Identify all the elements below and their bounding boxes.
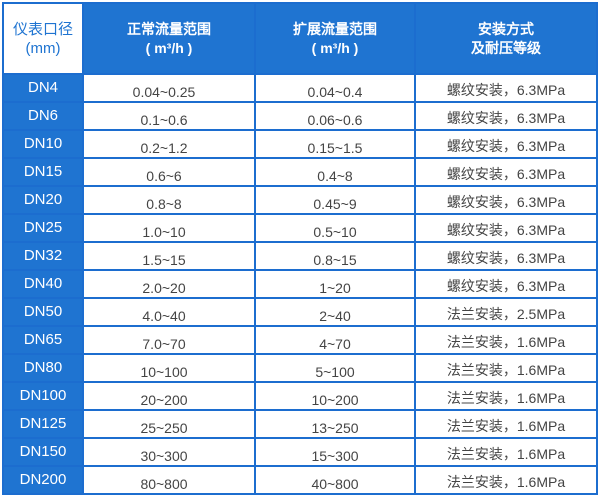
table-row: DN15 0.6~6 0.4~8 螺纹安装，6.3MPa	[4, 159, 596, 185]
extended-flow-cell: 15~300	[256, 439, 414, 465]
header-row: 仪表口径 (mm) 正常流量范围 ( m³/h ) 扩展流量范围 ( m³/h ) 安…	[4, 4, 596, 73]
header-normal-line1: 正常流量范围	[127, 20, 211, 37]
size-cell: DN100	[4, 383, 82, 409]
table-row: DN40 2.0~20 1~20 螺纹安装，6.3MPa	[4, 271, 596, 297]
table-row: DN65 7.0~70 4~70 法兰安装，1.6MPa	[4, 327, 596, 353]
header-install-line1: 安装方式	[478, 20, 534, 37]
install-cell: 螺纹安装，6.3MPa	[416, 159, 596, 185]
normal-flow-cell: 30~300	[84, 439, 254, 465]
normal-flow-cell: 0.8~8	[84, 187, 254, 213]
table-row: DN6 0.1~0.6 0.06~0.6 螺纹安装，6.3MPa	[4, 103, 596, 129]
normal-flow-cell: 4.0~40	[84, 299, 254, 325]
install-cell: 螺纹安装，6.3MPa	[416, 215, 596, 241]
install-cell: 法兰安装，1.6MPa	[416, 467, 596, 493]
install-cell: 螺纹安装，6.3MPa	[416, 271, 596, 297]
size-cell: DN125	[4, 411, 82, 437]
table-row: DN32 1.5~15 0.8~15 螺纹安装，6.3MPa	[4, 243, 596, 269]
size-cell: DN4	[4, 75, 82, 101]
header-size-line1: 仪表口径	[12, 20, 73, 38]
install-cell: 法兰安装，1.6MPa	[416, 355, 596, 381]
extended-flow-cell: 0.4~8	[256, 159, 414, 185]
table-row: DN50 4.0~40 2~40 法兰安装，2.5MPa	[4, 299, 596, 325]
extended-flow-cell: 0.15~1.5	[256, 131, 414, 157]
size-cell: DN200	[4, 467, 82, 493]
normal-flow-cell: 25~250	[84, 411, 254, 437]
extended-flow-cell: 0.06~0.6	[256, 103, 414, 129]
normal-flow-cell: 0.04~0.25	[84, 75, 254, 101]
normal-flow-cell: 10~100	[84, 355, 254, 381]
install-cell: 法兰安装，2.5MPa	[416, 299, 596, 325]
size-cell: DN25	[4, 215, 82, 241]
extended-flow-cell: 13~250	[256, 411, 414, 437]
extended-flow-cell: 0.04~0.4	[256, 75, 414, 101]
normal-flow-cell: 2.0~20	[84, 271, 254, 297]
normal-flow-cell: 1.5~15	[84, 243, 254, 269]
install-cell: 法兰安装，1.6MPa	[416, 439, 596, 465]
header-extended-line2: ( m³/h )	[311, 39, 359, 56]
size-cell: DN15	[4, 159, 82, 185]
header-size-line2: (mm)	[25, 39, 61, 57]
extended-flow-cell: 1~20	[256, 271, 414, 297]
install-cell: 法兰安装，1.6MPa	[416, 411, 596, 437]
size-cell: DN32	[4, 243, 82, 269]
table-row: DN200 80~800 40~800 法兰安装，1.6MPa	[4, 467, 596, 493]
install-cell: 螺纹安装，6.3MPa	[416, 75, 596, 101]
header-size: 仪表口径 (mm)	[4, 4, 82, 73]
extended-flow-cell: 0.5~10	[256, 215, 414, 241]
install-cell: 法兰安装，1.6MPa	[416, 383, 596, 409]
install-cell: 法兰安装，1.6MPa	[416, 327, 596, 353]
install-cell: 螺纹安装，6.3MPa	[416, 243, 596, 269]
size-cell: DN80	[4, 355, 82, 381]
extended-flow-cell: 0.8~15	[256, 243, 414, 269]
size-cell: DN40	[4, 271, 82, 297]
size-cell: DN6	[4, 103, 82, 129]
table-row: DN4 0.04~0.25 0.04~0.4 螺纹安装，6.3MPa	[4, 75, 596, 101]
header-install-line2: 及耐压等级	[471, 39, 541, 56]
normal-flow-cell: 0.1~0.6	[84, 103, 254, 129]
size-cell: DN50	[4, 299, 82, 325]
install-cell: 螺纹安装，6.3MPa	[416, 103, 596, 129]
install-cell: 螺纹安装，6.3MPa	[416, 131, 596, 157]
header-extended-line1: 扩展流量范围	[293, 20, 377, 37]
table-row: DN80 10~100 5~100 法兰安装，1.6MPa	[4, 355, 596, 381]
extended-flow-cell: 2~40	[256, 299, 414, 325]
normal-flow-cell: 1.0~10	[84, 215, 254, 241]
normal-flow-cell: 7.0~70	[84, 327, 254, 353]
size-cell: DN10	[4, 131, 82, 157]
extended-flow-cell: 10~200	[256, 383, 414, 409]
table-row: DN150 30~300 15~300 法兰安装，1.6MPa	[4, 439, 596, 465]
normal-flow-cell: 80~800	[84, 467, 254, 493]
normal-flow-cell: 20~200	[84, 383, 254, 409]
table-row: DN25 1.0~10 0.5~10 螺纹安装，6.3MPa	[4, 215, 596, 241]
table-row: DN125 25~250 13~250 法兰安装，1.6MPa	[4, 411, 596, 437]
size-cell: DN150	[4, 439, 82, 465]
extended-flow-cell: 5~100	[256, 355, 414, 381]
table-row: DN20 0.8~8 0.45~9 螺纹安装，6.3MPa	[4, 187, 596, 213]
extended-flow-cell: 40~800	[256, 467, 414, 493]
size-cell: DN20	[4, 187, 82, 213]
header-normal-line2: ( m³/h )	[145, 39, 193, 56]
table-row: DN10 0.2~1.2 0.15~1.5 螺纹安装，6.3MPa	[4, 131, 596, 157]
normal-flow-cell: 0.6~6	[84, 159, 254, 185]
extended-flow-cell: 0.45~9	[256, 187, 414, 213]
size-cell: DN65	[4, 327, 82, 353]
header-install: 安装方式 及耐压等级	[416, 4, 596, 73]
install-cell: 螺纹安装，6.3MPa	[416, 187, 596, 213]
header-extended-flow: 扩展流量范围 ( m³/h )	[256, 4, 414, 73]
extended-flow-cell: 4~70	[256, 327, 414, 353]
header-normal-flow: 正常流量范围 ( m³/h )	[84, 4, 254, 73]
normal-flow-cell: 0.2~1.2	[84, 131, 254, 157]
table-row: DN100 20~200 10~200 法兰安装，1.6MPa	[4, 383, 596, 409]
